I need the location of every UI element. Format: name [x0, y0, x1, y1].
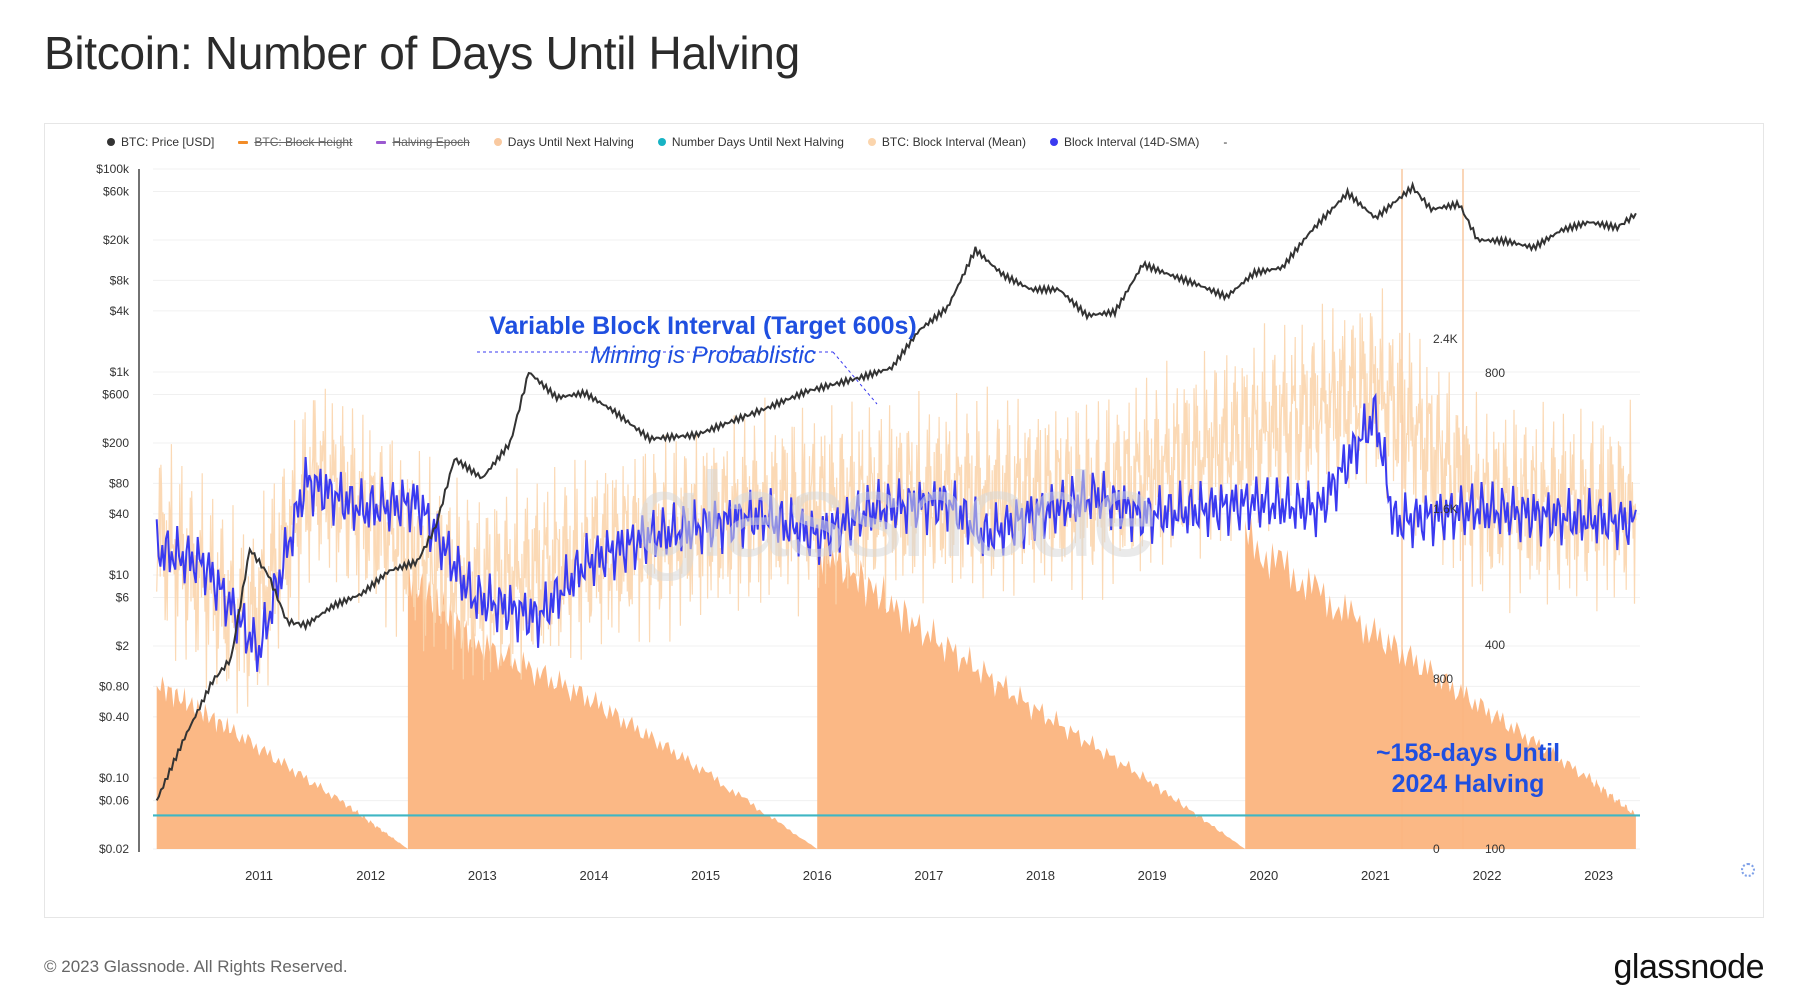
price-tick-label: $10	[109, 568, 129, 582]
annotation-block-interval-title: Variable Block Interval (Target 600s)	[489, 312, 917, 340]
page-title: Bitcoin: Number of Days Until Halving	[44, 27, 800, 79]
x-tick-label: 2023	[1584, 868, 1613, 883]
annotation-halving: ~158-days Until 2024 Halving	[1318, 738, 1618, 800]
price-tick-label: $6	[116, 591, 130, 605]
annotation-halving-line2: 2024 Halving	[1391, 770, 1545, 798]
price-tick-label: $8k	[110, 273, 130, 287]
x-tick-label: 2012	[356, 868, 385, 883]
days-until-halving-area	[407, 562, 818, 849]
legend-marker-icon	[1049, 138, 1058, 146]
legend-marker-icon	[657, 138, 666, 146]
interval-tick-label: 400	[1485, 638, 1505, 652]
legend-item[interactable]: Block Interval (14D-SMA)	[1049, 135, 1200, 149]
price-tick-label: $600	[102, 388, 129, 402]
x-tick-label: 2021	[1361, 868, 1390, 883]
footer-copyright: © 2023 Glassnode. All Rights Reserved.	[44, 957, 348, 976]
legend-item[interactable]: BTC: Price [USD]	[107, 135, 214, 149]
price-tick-label: $0.02	[99, 842, 129, 856]
x-tick-label: 2019	[1138, 868, 1167, 883]
days-until-halving-area	[1245, 517, 1636, 849]
btc-price-line	[155, 180, 1637, 801]
x-tick-label: 2020	[1249, 868, 1278, 883]
price-tick-label: $4k	[110, 304, 130, 318]
legend-label: Number Days Until Next Halving	[671, 135, 844, 149]
legend-item[interactable]: BTC: Block Interval (Mean)	[867, 135, 1026, 149]
x-tick-label: 2014	[580, 868, 609, 883]
price-tick-label: $0.80	[99, 679, 129, 693]
legend-label: BTC: Block Interval (Mean)	[881, 135, 1026, 149]
x-tick-label: 2011	[245, 868, 273, 883]
legend-marker-icon	[867, 138, 876, 146]
legend-item[interactable]: BTC: Block Height	[238, 135, 352, 149]
price-tick-label: $100k	[96, 162, 130, 176]
legend-label: Halving Epoch	[392, 135, 470, 149]
legend-marker-icon	[238, 140, 249, 144]
legend-label: Block Interval (14D-SMA)	[1063, 135, 1200, 149]
price-tick-label: $0.06	[99, 794, 129, 808]
watermark: glassnode	[635, 448, 1158, 582]
legend-marker-icon	[493, 138, 502, 146]
price-tick-label: $40	[109, 507, 129, 521]
x-tick-label: 2022	[1473, 868, 1502, 883]
interval-tick-label: 800	[1485, 366, 1505, 380]
block-interval-sma-line	[155, 392, 1637, 672]
days-tick-label: 0	[1433, 842, 1440, 856]
x-tick-label: 2017	[914, 868, 943, 883]
legend-item[interactable]: -	[1223, 135, 1227, 149]
chart-svg: $100k $60k $20k $8k $4k $1k $600 $200 $80 $40 $10 $…	[96, 162, 1640, 883]
price-tick-label: $200	[102, 436, 129, 450]
annotation-halving-line1: ~158-days Until	[1375, 739, 1561, 767]
days-until-halving-area	[817, 527, 1246, 849]
interval-tick-label: 100	[1485, 842, 1505, 856]
x-tick-label: 2015	[691, 868, 720, 883]
days-tick-label: 2.4K	[1433, 332, 1458, 346]
legend-marker-icon	[376, 140, 387, 144]
block-interval-mean-line	[156, 288, 1637, 714]
legend: BTC: Price [USD] BTC: Block Height Halving…	[107, 135, 1227, 149]
days-tick-label: 800	[1433, 672, 1453, 686]
legend-item[interactable]: Number Days Until Next Halving	[657, 135, 844, 149]
legend-label: -	[1223, 135, 1228, 149]
price-tick-label: $60k	[103, 185, 130, 199]
legend-label: BTC: Block Height	[254, 135, 353, 149]
days-until-halving-area	[156, 676, 408, 849]
expand-icon[interactable]	[1741, 863, 1755, 877]
legend-label: Days Until Next Halving	[507, 135, 634, 149]
annotation-leader-line	[832, 351, 878, 405]
price-tick-label: $0.10	[99, 771, 129, 785]
price-tick-label: $20k	[103, 233, 130, 247]
x-tick-label: 2013	[468, 868, 497, 883]
legend-marker-icon	[107, 138, 115, 146]
annotation-block-interval-subtitle: Mining is Probablistic	[590, 342, 816, 369]
price-tick-label: $80	[109, 476, 129, 490]
footer-brand-logo: glassnode	[1613, 948, 1764, 986]
days-tick-label: 1.6K	[1433, 502, 1458, 516]
legend-label: BTC: Price [USD]	[121, 135, 215, 149]
x-tick-label: 2016	[803, 868, 832, 883]
price-tick-label: $2	[116, 639, 130, 653]
price-tick-label: $1k	[110, 365, 130, 379]
chart-card: $100k $60k $20k $8k $4k $1k $600 $200 $80 $40 $10 $…	[44, 123, 1764, 918]
legend-item[interactable]: Halving Epoch	[376, 135, 470, 149]
price-tick-label: $0.40	[99, 710, 129, 724]
x-tick-label: 2018	[1026, 868, 1055, 883]
legend-item[interactable]: Days Until Next Halving	[493, 135, 634, 149]
